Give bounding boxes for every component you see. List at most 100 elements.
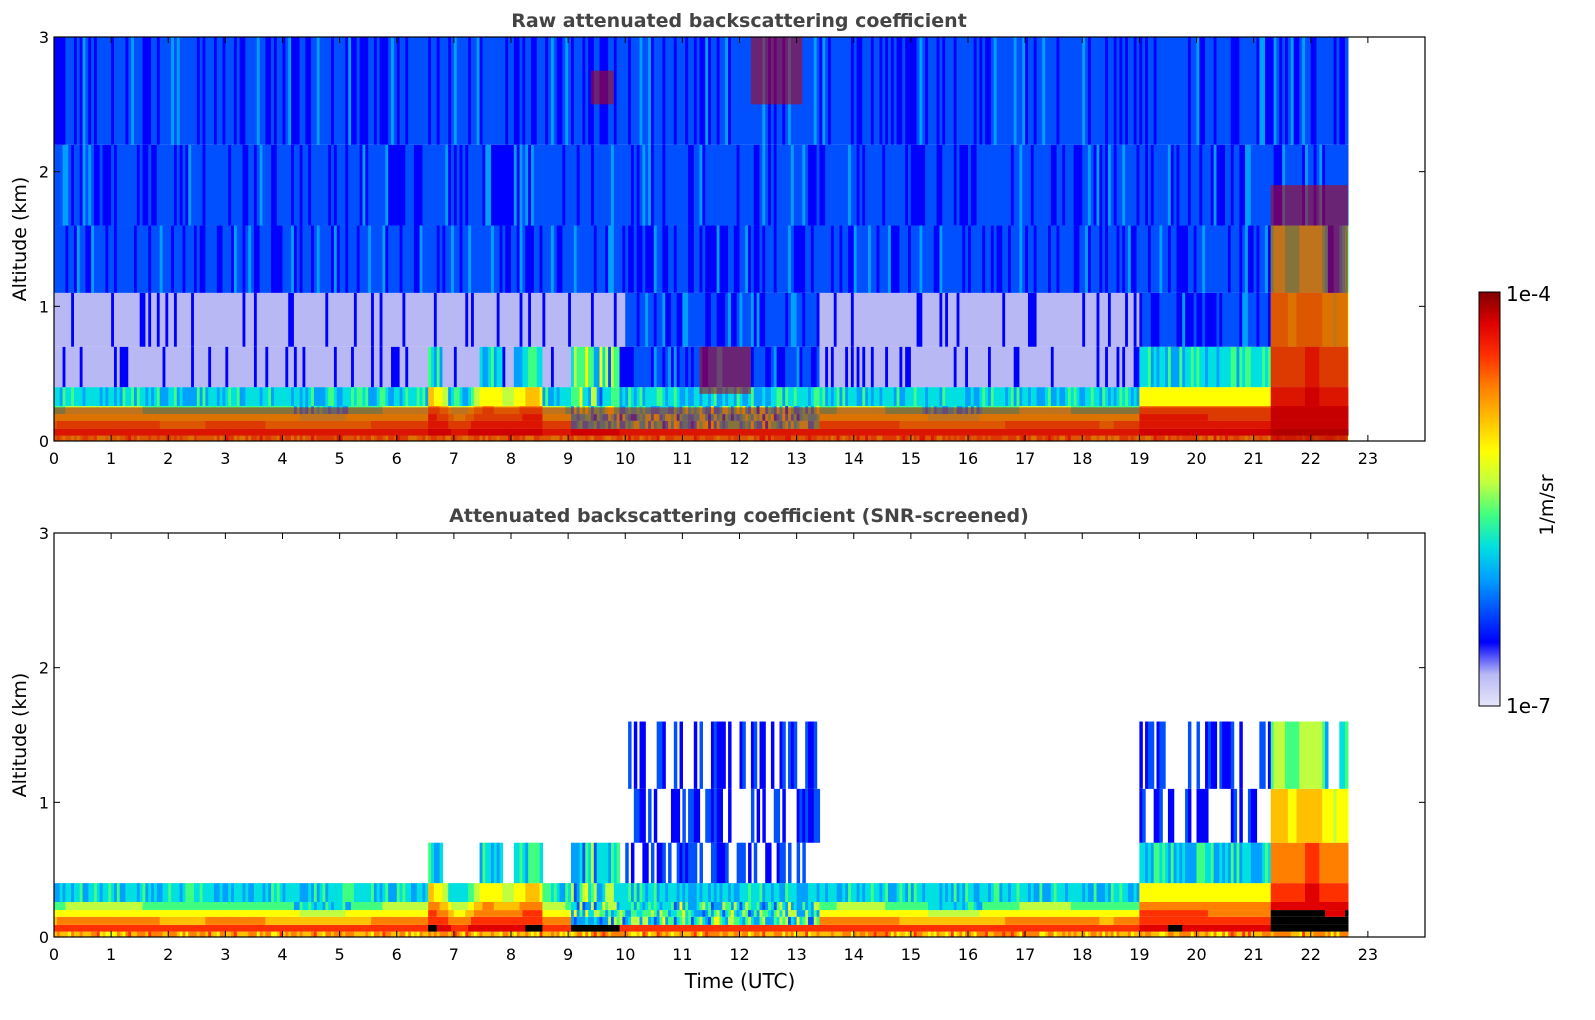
panel-raw-cell [1187,225,1192,293]
panel-raw-cell [379,37,384,145]
panel-raw-cell [148,225,152,293]
panel-raw-cell [228,225,232,293]
panel-raw-cell [673,37,678,145]
panel-raw-cell [756,387,761,406]
panel-raw-cell [99,387,104,406]
panel-raw-cell [588,292,592,347]
panel-raw-cell [133,37,138,145]
panel-raw-cell [168,225,172,293]
panel-raw-cell [353,225,358,293]
panel-raw-cell [1345,144,1349,226]
panel-raw-cell [1013,292,1018,347]
panel-raw-cell [942,144,946,226]
panel-raw-cell [928,144,932,226]
panel-raw-cell [690,144,695,226]
panel-raw-cell [1059,37,1063,145]
panel-raw-cell [242,37,246,145]
panel-raw-cell [508,37,512,145]
panel-raw-cell [1033,37,1038,145]
panel-raw-cell [96,225,101,293]
panel-raw-cell [716,225,721,293]
panel-raw-cell [828,292,832,347]
panel-raw-cell [916,225,921,293]
panel-raw-cell [782,292,786,347]
panel-raw-cell [459,37,464,145]
panel-raw-cell [1113,225,1118,293]
panel-raw-cell [779,346,783,388]
panel-raw-cell [848,292,852,347]
panel-raw-cell [522,387,526,406]
panel-raw-cell [1196,37,1200,145]
panel-raw-cell [345,346,349,388]
panel-raw-cell [459,346,464,388]
panel-raw-cell [108,292,112,347]
panel-raw-cell [659,225,663,293]
panel-raw-cell [511,144,515,226]
panel-raw-cell [913,292,918,347]
panel-raw-cell [319,225,324,293]
panel-raw-cell [211,37,215,145]
panel-raw-cell [762,292,766,347]
panel-raw-cell [1187,346,1192,388]
panel-raw-cell [956,225,961,293]
panel-raw-cell [670,387,675,406]
panel-raw-cell [462,144,466,226]
panel-raw-cell [1116,292,1120,347]
panel-raw-cell [228,144,232,226]
panel-raw-cell [408,387,412,406]
panel-raw-cell [199,387,204,406]
panel-raw-cell [416,387,421,406]
panel-raw-cell [1085,37,1089,145]
panel-raw-cell [88,292,92,347]
panel-raw-cell [1013,37,1018,145]
panel-raw-cell [165,37,169,145]
panel-raw-cell [76,346,81,388]
panel-raw-cell [548,346,552,388]
panel-raw-cell [1002,225,1006,293]
panel-raw-cell [182,292,186,347]
panel-raw-cell [1242,37,1246,145]
panel-raw-cell [922,225,926,293]
panel-raw-cell [1216,225,1220,293]
panel-raw-cell [448,346,452,388]
panel-raw-cell [353,387,358,406]
panel-raw-cell [1227,346,1232,388]
panel-raw-cell [856,225,861,293]
panel-raw-cell [888,346,892,388]
panel-raw-cell [1076,387,1080,406]
panel-raw-cell [745,144,749,226]
panel-raw-cell [1059,387,1063,406]
panel-raw-cell [876,37,881,145]
panel-raw-cell [750,387,755,406]
panel-raw-cell [519,346,524,388]
panel-raw-cell [662,387,666,406]
panel-raw-cell [782,346,786,388]
panel-raw-cell [382,225,386,293]
panel-raw-cell [79,37,84,145]
panel-raw-cell [1053,292,1058,347]
panel-raw-cell [105,144,109,226]
panel-raw-cell [576,37,581,145]
panel-raw-cell [482,225,486,293]
panel-raw-cell [173,292,178,347]
panel-raw-cell [285,292,289,347]
panel-raw-cell [619,37,623,145]
panel-raw-cell [985,144,989,226]
panel-raw-cell [1216,292,1220,347]
panel-raw-cell [859,225,863,293]
panel-raw-cell [550,346,555,388]
panel-raw-cell [776,225,781,293]
panel-raw-cell [722,144,726,226]
panel-raw-cell [639,37,643,145]
panel-raw-cell [1027,292,1032,347]
panel-raw-cell [710,225,715,293]
panel-raw-cell [962,346,966,388]
panel-raw-cell [405,144,409,226]
panel-raw-cell [1027,144,1032,226]
panel-raw-cell [682,387,686,406]
panel-raw-cell [445,346,449,388]
panel-raw-cell [516,346,521,388]
panel-raw-cell [545,37,549,145]
panel-raw-cell [1122,144,1126,226]
panel-raw-cell [1016,37,1021,145]
